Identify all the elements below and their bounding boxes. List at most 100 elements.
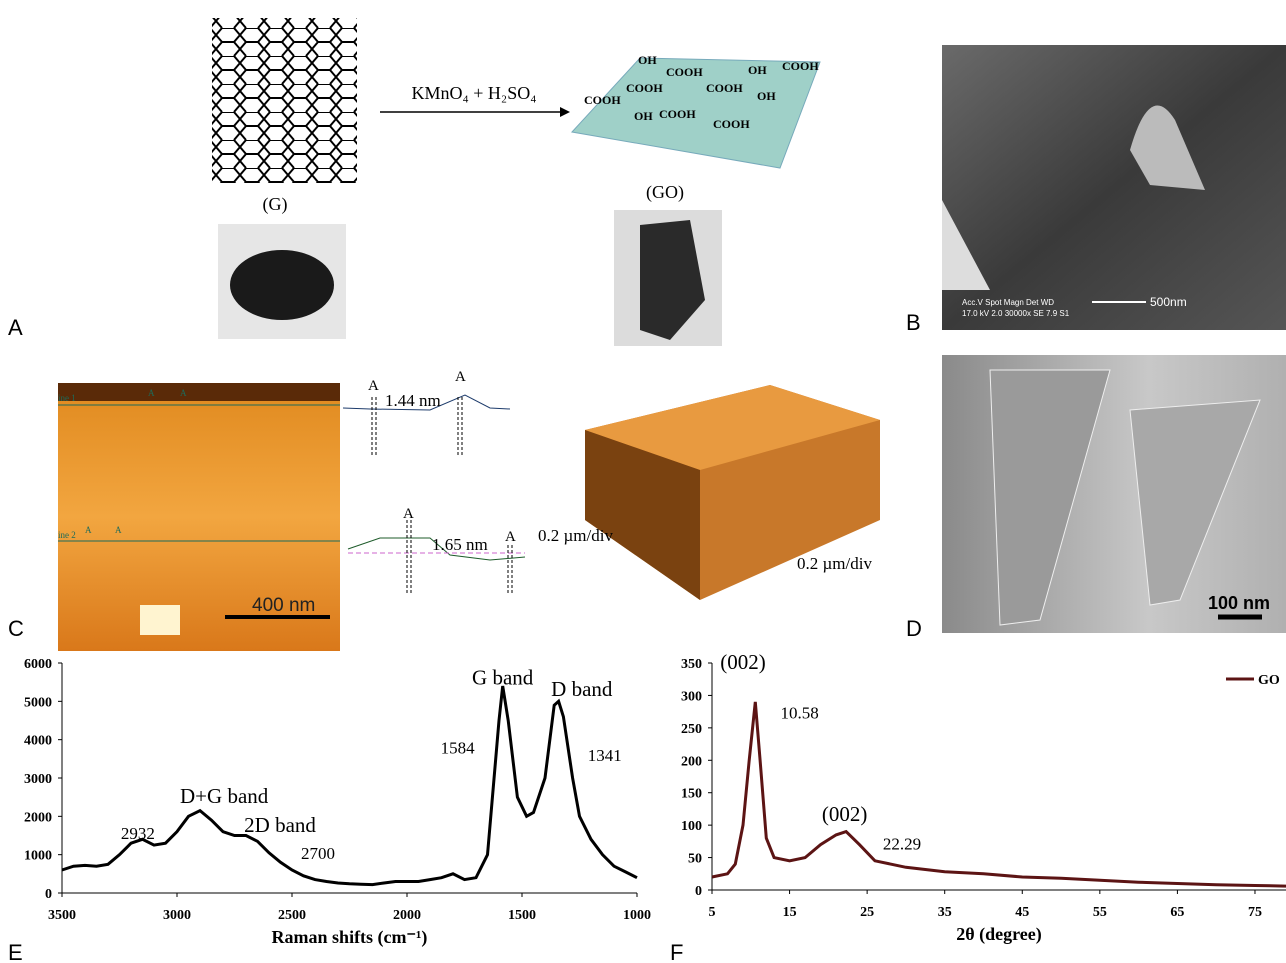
tem-flake: [1129, 399, 1261, 606]
y-tick-label: 150: [681, 787, 702, 802]
graphite-powder: [230, 250, 334, 320]
height-profile: [342, 394, 511, 411]
x-tick-label: 3000: [163, 908, 191, 923]
x-tick-label: 1000: [623, 908, 651, 923]
annotation: 2932: [121, 824, 155, 843]
height-profile: [347, 537, 526, 561]
line-label: ine 2: [58, 530, 76, 540]
annotation: 22.29: [883, 834, 921, 853]
marker: A: [505, 529, 516, 545]
marker: A: [455, 369, 466, 385]
afm-feature: [58, 383, 340, 401]
scale-label: 400 nm: [252, 595, 315, 616]
afm-image: [58, 383, 340, 651]
annotation: 1584: [441, 738, 476, 757]
x-tick-label: 2500: [278, 908, 306, 923]
arrow-head: [560, 107, 570, 117]
y-tick-label: 300: [681, 689, 702, 704]
y-tick-label: 4000: [24, 734, 52, 749]
annotation: 1341: [588, 746, 622, 765]
annotation: (002): [822, 802, 868, 826]
x-tick-label: 65: [1170, 905, 1184, 920]
data-line: [61, 685, 638, 887]
sem-info: Acc.V Spot Magn Det WD: [962, 298, 1054, 307]
sem-info: 17.0 kV 2.0 30000x SE 7.9 S1: [962, 309, 1070, 318]
y-tick-label: 6000: [24, 657, 52, 672]
afm-feature: [140, 605, 180, 635]
functional-group: OH: [757, 89, 776, 103]
y-tick-label: 5000: [24, 695, 52, 710]
marker: A: [85, 525, 92, 535]
x-tick-label: 35: [938, 905, 952, 920]
tem-flake: [989, 369, 1111, 626]
y-tick-label: 3000: [24, 772, 52, 787]
y-tick-label: 50: [688, 852, 702, 867]
axis-scale: 0.2 µm/div: [538, 526, 613, 545]
x-tick-label: 55: [1093, 905, 1107, 920]
functional-group: COOH: [713, 117, 750, 131]
functional-group: COOH: [659, 107, 696, 121]
marker: A: [403, 506, 414, 522]
annotation: (002): [720, 650, 766, 674]
functional-group: COOH: [666, 65, 703, 79]
go-film: [640, 220, 705, 340]
x-tick-label: 45: [1015, 905, 1029, 920]
profile-height: 1.44 nm: [385, 391, 441, 410]
x-tick-label: 3500: [48, 908, 76, 923]
panel-label: E: [8, 940, 23, 963]
annotation: 2700: [301, 844, 335, 863]
afm-3d-top: [585, 385, 880, 470]
panel-b: Acc.V Spot Magn Det WD 17.0 kV 2.0 30000…: [906, 45, 1286, 335]
panel-d: 100 nm D: [906, 355, 1286, 641]
marker: A: [148, 388, 155, 398]
reagent: KMnO₄ + H₂SO₄: [412, 83, 537, 103]
y-tick-label: 200: [681, 754, 702, 769]
y-tick-label: 1000: [24, 849, 52, 864]
axis-scale: 0.2 µm/div: [797, 554, 872, 573]
x-axis-label: Raman shifts (cm⁻¹): [272, 927, 428, 948]
functional-group: COOH: [626, 81, 663, 95]
panel-label: F: [670, 940, 683, 963]
annotation: D+G band: [180, 784, 269, 808]
line-label: ine 1: [58, 393, 76, 403]
marker: A: [180, 388, 187, 398]
y-tick-label: 2000: [24, 810, 52, 825]
go-sheet: [571, 57, 821, 169]
panel-label: A: [8, 315, 23, 340]
x-tick-label: 2000: [393, 908, 421, 923]
functional-group: COOH: [782, 59, 819, 73]
scale-label: 500nm: [1150, 295, 1187, 309]
panel-label: C: [8, 616, 24, 641]
y-tick-label: 250: [681, 722, 702, 737]
y-tick-label: 0: [695, 884, 702, 899]
graphene-lattice: [212, 18, 357, 183]
panel-label: D: [906, 616, 922, 641]
marker: A: [368, 378, 379, 394]
go-label: (GO): [646, 182, 684, 203]
x-axis-label: 2θ (degree): [956, 924, 1042, 945]
y-tick-label: 350: [681, 657, 702, 672]
y-tick-label: 100: [681, 819, 702, 834]
functional-group: OH: [748, 63, 767, 77]
x-tick-label: 1500: [508, 908, 536, 923]
y-tick-label: 0: [45, 887, 52, 902]
sem-feature: [942, 200, 990, 290]
x-tick-label: 75: [1248, 905, 1262, 920]
functional-group: COOH: [584, 93, 621, 107]
afm-3d-side: [585, 430, 700, 600]
x-tick-label: 25: [860, 905, 874, 920]
functional-group: OH: [638, 53, 657, 67]
annotation: G band: [472, 665, 534, 689]
x-tick-label: 5: [709, 905, 716, 920]
panel-label: B: [906, 310, 921, 335]
data-line: [711, 701, 1286, 888]
profile-height: 1.65 nm: [432, 535, 488, 554]
sem-image: [942, 45, 1286, 330]
legend-label: GO: [1258, 673, 1280, 688]
sem-feature: [1130, 105, 1205, 190]
functional-group: OH: [634, 109, 653, 123]
scale-label: 100 nm: [1208, 593, 1270, 613]
annotation: D band: [551, 677, 613, 701]
